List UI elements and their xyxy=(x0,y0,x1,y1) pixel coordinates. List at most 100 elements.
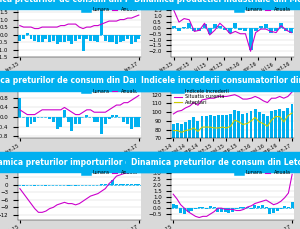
Bar xyxy=(284,28,288,31)
Bar xyxy=(250,208,253,209)
Bar xyxy=(52,35,55,41)
Title: Dinamica preturilor importurilor din SUA (%): Dinamica preturilor importurilor din SUA… xyxy=(0,158,176,166)
Bar xyxy=(122,184,125,185)
Title: Dinamica preturilor de consum din Letonia (%): Dinamica preturilor de consum din Letoni… xyxy=(131,158,300,166)
Bar xyxy=(278,109,281,200)
Bar xyxy=(137,184,140,185)
Bar xyxy=(265,207,268,208)
Bar xyxy=(224,208,227,212)
Bar xyxy=(41,35,44,42)
Bar xyxy=(223,28,227,30)
Bar xyxy=(179,208,182,213)
Bar xyxy=(122,35,125,41)
Bar xyxy=(221,115,224,200)
Bar xyxy=(18,35,21,41)
Legend: Lunara, Anuala: Lunara, Anuala xyxy=(83,7,138,13)
Bar xyxy=(237,111,240,200)
Bar xyxy=(177,28,181,31)
Bar xyxy=(254,205,256,208)
Bar xyxy=(176,205,178,208)
Bar xyxy=(269,28,273,33)
Bar xyxy=(85,35,88,39)
Bar xyxy=(172,204,175,208)
Legend: Lunara, Anuala: Lunara, Anuala xyxy=(83,170,138,176)
Title: Dinamica preturilor de consum din Danemarca (%): Dinamica preturilor de consum din Danema… xyxy=(0,76,189,85)
Bar xyxy=(93,35,96,41)
Bar xyxy=(209,206,212,208)
Bar xyxy=(227,208,230,213)
Bar xyxy=(33,185,36,186)
Legend: Indicele increderii, Situatia curenta, Asteptari: Indicele increderii, Situatia curenta, A… xyxy=(174,88,230,105)
Bar xyxy=(205,116,208,200)
Bar xyxy=(196,121,199,200)
Bar xyxy=(89,35,92,41)
Bar xyxy=(137,117,140,127)
Bar xyxy=(280,208,283,209)
Legend: Lunara, Anuala: Lunara, Anuala xyxy=(237,7,292,13)
Bar xyxy=(291,202,294,208)
Bar xyxy=(48,117,51,119)
Bar xyxy=(96,117,99,122)
Bar xyxy=(104,117,107,124)
Bar xyxy=(270,111,273,200)
Bar xyxy=(126,35,129,39)
Bar xyxy=(29,117,32,124)
Bar xyxy=(229,114,232,200)
Bar xyxy=(26,33,29,35)
Bar xyxy=(216,208,219,212)
Bar xyxy=(119,35,122,42)
Bar xyxy=(286,108,289,200)
Bar xyxy=(274,110,277,200)
Bar xyxy=(197,28,202,31)
Bar xyxy=(59,117,62,127)
Bar xyxy=(264,25,268,28)
Bar xyxy=(242,114,244,200)
Bar xyxy=(213,116,216,200)
Bar xyxy=(22,35,25,39)
Bar xyxy=(276,208,279,210)
Bar xyxy=(246,207,249,208)
Bar xyxy=(134,184,136,185)
Bar xyxy=(67,117,70,122)
Bar xyxy=(257,206,260,208)
Bar xyxy=(202,25,207,28)
Bar xyxy=(115,114,118,117)
Bar xyxy=(201,116,203,200)
Bar xyxy=(172,124,175,200)
Bar xyxy=(254,28,258,31)
Bar xyxy=(208,28,212,34)
Bar xyxy=(111,180,114,185)
Bar xyxy=(258,112,261,200)
Bar xyxy=(59,35,62,42)
Bar xyxy=(201,207,204,208)
Bar xyxy=(250,111,253,200)
Bar xyxy=(130,35,133,44)
Bar xyxy=(111,35,114,42)
Bar xyxy=(180,124,183,200)
Bar xyxy=(93,117,96,122)
Bar xyxy=(274,28,278,31)
Bar xyxy=(52,117,55,122)
Legend: Lunara, Anuala: Lunara, Anuala xyxy=(237,170,292,176)
Bar xyxy=(119,184,122,185)
Bar xyxy=(209,115,211,200)
Bar xyxy=(70,35,74,44)
Bar xyxy=(192,28,197,31)
Bar xyxy=(67,185,70,186)
Bar xyxy=(283,206,286,208)
Bar xyxy=(259,26,263,28)
Bar xyxy=(243,28,247,31)
Bar xyxy=(134,117,136,127)
Bar xyxy=(225,115,228,200)
Bar xyxy=(190,208,193,210)
Bar xyxy=(96,35,99,42)
Bar xyxy=(279,23,283,28)
Bar xyxy=(130,117,133,129)
Bar xyxy=(115,184,118,185)
Bar xyxy=(242,207,245,208)
Bar xyxy=(33,35,36,41)
Bar xyxy=(220,208,223,212)
Bar xyxy=(126,184,129,185)
Bar xyxy=(261,205,264,208)
Bar xyxy=(29,35,32,39)
